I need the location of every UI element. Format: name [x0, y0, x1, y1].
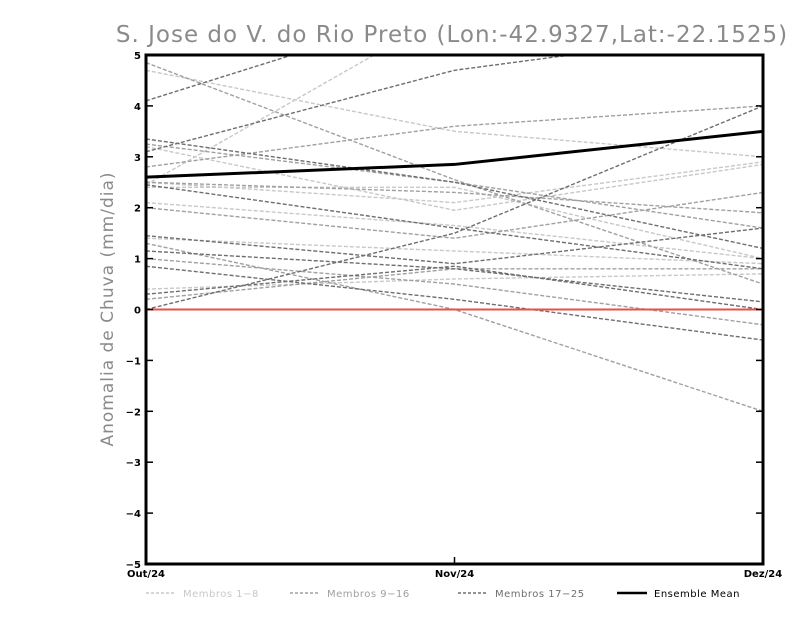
member-series-line [146, 145, 763, 211]
y-tick-label: 3 [134, 153, 141, 164]
y-tick-label: 0 [134, 306, 141, 317]
member-series-line [146, 273, 763, 290]
y-tick-label: 4 [134, 102, 141, 113]
member-series-line [146, 138, 763, 250]
member-series-line [146, 186, 763, 260]
member-series-line [146, 105, 763, 168]
legend-label: Membros 9−16 [327, 589, 410, 600]
x-tick-label: Dez/24 [744, 569, 783, 580]
member-series-line [146, 61, 763, 285]
x-tick-label: Out/24 [127, 569, 165, 580]
legend: Membros 1−8 Membros 9−16 Membros 17−25 Ense… [146, 589, 740, 600]
y-tick-label: −2 [126, 407, 141, 418]
member-series-line [146, 105, 763, 311]
member-series-line [146, 181, 763, 214]
member-series-line [146, 201, 763, 260]
ensemble-mean-line [146, 129, 763, 179]
y-tick-label: −3 [126, 458, 141, 469]
member-series-line [146, 191, 763, 239]
member-series-line [146, 265, 763, 311]
legend-label: Membros 1−8 [183, 589, 259, 600]
x-ticks: Out/24 Nov/24 Dez/24 [127, 557, 782, 580]
member-series-line [146, 268, 763, 301]
series-layer [146, 55, 763, 412]
member-series-line [146, 55, 295, 102]
member-series-line [146, 250, 763, 303]
y-tick-label: −5 [126, 560, 141, 571]
y-tick-label: 2 [134, 204, 141, 215]
legend-label: Ensemble Mean [654, 589, 740, 600]
member-series-line [146, 257, 763, 326]
y-axis-label: Anomalia de Chuva (mm/dia) [98, 171, 118, 446]
member-series-line [146, 161, 763, 204]
member-series-line [146, 69, 763, 158]
y-tick-label: −4 [126, 509, 141, 520]
member-series-line [146, 184, 763, 270]
member-series-line [146, 55, 576, 153]
y-tick-label: 1 [134, 255, 141, 266]
member-series-line [146, 265, 763, 341]
legend-label: Membros 17−25 [495, 589, 585, 600]
member-series-line [146, 143, 763, 229]
x-tick-label: Nov/24 [435, 569, 474, 580]
y-ticks: −5 −4 −3 −2 −1 0 1 2 3 4 5 [126, 51, 763, 571]
y-tick-label: 5 [134, 51, 141, 62]
chart-title: S. Jose do V. do Rio Preto (Lon:-42.9327… [116, 22, 788, 48]
member-series-line [146, 237, 763, 265]
y-tick-label: −1 [126, 356, 141, 367]
member-series-line [146, 227, 763, 265]
mean-layer [146, 129, 763, 179]
